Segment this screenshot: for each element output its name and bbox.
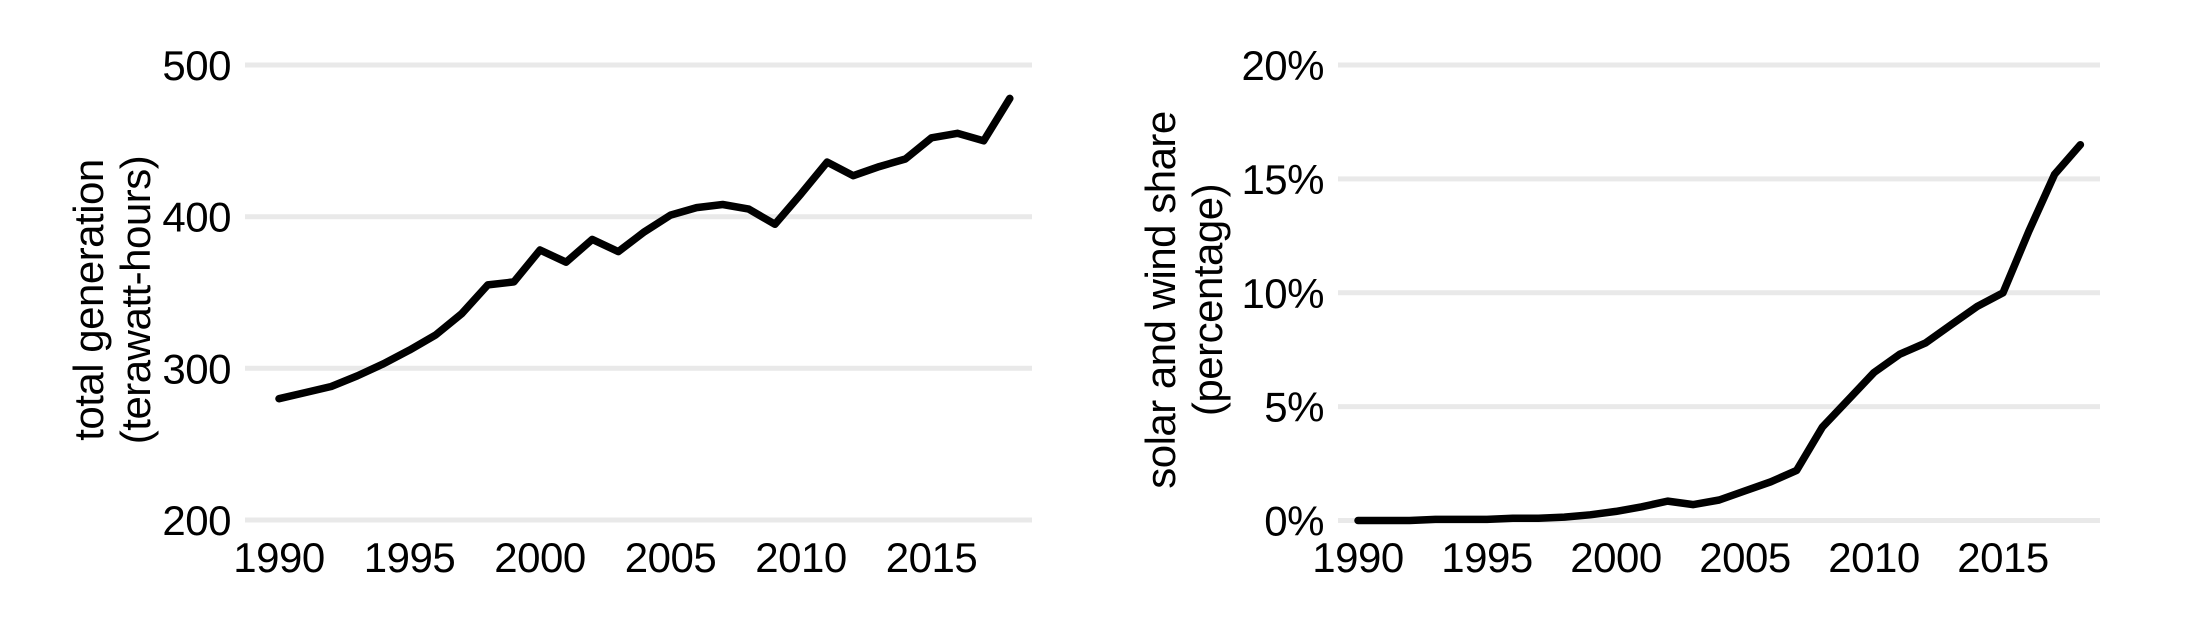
data-line bbox=[275, 94, 1014, 403]
x-tick-label: 2000 bbox=[494, 534, 585, 581]
y-tick-label: 5% bbox=[1264, 384, 1324, 431]
x-tick-label: 1990 bbox=[233, 534, 324, 581]
y-tick-label: 400 bbox=[162, 194, 231, 241]
y-tick-label: 300 bbox=[162, 345, 231, 392]
y-tick-label: 200 bbox=[162, 497, 231, 544]
data-line bbox=[1354, 140, 2085, 525]
y-tick-label: 500 bbox=[162, 42, 231, 89]
x-tick-label: 2000 bbox=[1570, 534, 1661, 581]
x-tick-label: 2015 bbox=[886, 534, 977, 581]
y-tick-label: 10% bbox=[1241, 270, 1324, 317]
x-tick-label: 2010 bbox=[1828, 534, 1919, 581]
y-tick-label: 20% bbox=[1241, 42, 1324, 89]
y-tick-label: 0% bbox=[1264, 498, 1324, 545]
left-chart: 200 300 400 500 1990 1995 2000 2005 2010 2015 bbox=[162, 42, 1032, 581]
x-tick-label: 2005 bbox=[1699, 534, 1790, 581]
x-tick-label: 1995 bbox=[1441, 534, 1532, 581]
x-tick-label: 1995 bbox=[364, 534, 455, 581]
y-tick-label: 15% bbox=[1241, 156, 1324, 203]
x-tick-label: 2010 bbox=[755, 534, 846, 581]
right-chart: 0% 5% 10% 15% 20% 1990 1995 2000 2005 2010 2015 bbox=[1241, 42, 2100, 581]
x-tick-label: 2015 bbox=[1957, 534, 2048, 581]
x-tick-label: 2005 bbox=[625, 534, 716, 581]
x-tick-label: 1990 bbox=[1312, 534, 1403, 581]
